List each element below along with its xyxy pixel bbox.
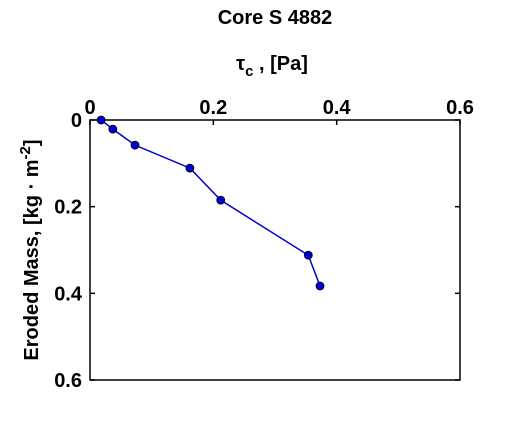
- data-point: [303, 250, 313, 260]
- x-label-symbol: τ: [236, 53, 245, 75]
- data-point: [108, 124, 118, 134]
- x-tick-label: 0.4: [323, 97, 352, 119]
- data-point: [315, 281, 325, 291]
- data-point: [185, 163, 195, 173]
- data-point: [216, 195, 226, 205]
- y-tick-label: 0.2: [54, 197, 82, 219]
- data-point: [130, 140, 140, 150]
- y-label-end: ]: [21, 139, 43, 146]
- chart-title: Core S 4882: [218, 7, 333, 29]
- x-axis-label: τc , [Pa]: [236, 53, 308, 80]
- y-tick-label: 0.4: [54, 283, 83, 305]
- x-tick-label: 0.6: [446, 97, 474, 119]
- x-tick-label: 0.2: [199, 97, 227, 119]
- plot-frame: [89, 119, 461, 381]
- x-label-unit: , [Pa]: [253, 53, 307, 75]
- y-tick-label: 0.6: [54, 370, 82, 392]
- y-axis-label: Eroded Mass, [kg · m-2]: [17, 139, 43, 360]
- y-label-text: Eroded Mass, [kg · m: [21, 159, 43, 360]
- x-label-subscript: c: [245, 63, 253, 80]
- y-tick-label: 0: [71, 110, 82, 132]
- data-point: [96, 115, 106, 125]
- y-label-superscript: -2: [17, 146, 34, 159]
- x-tick-label: 0: [84, 97, 95, 119]
